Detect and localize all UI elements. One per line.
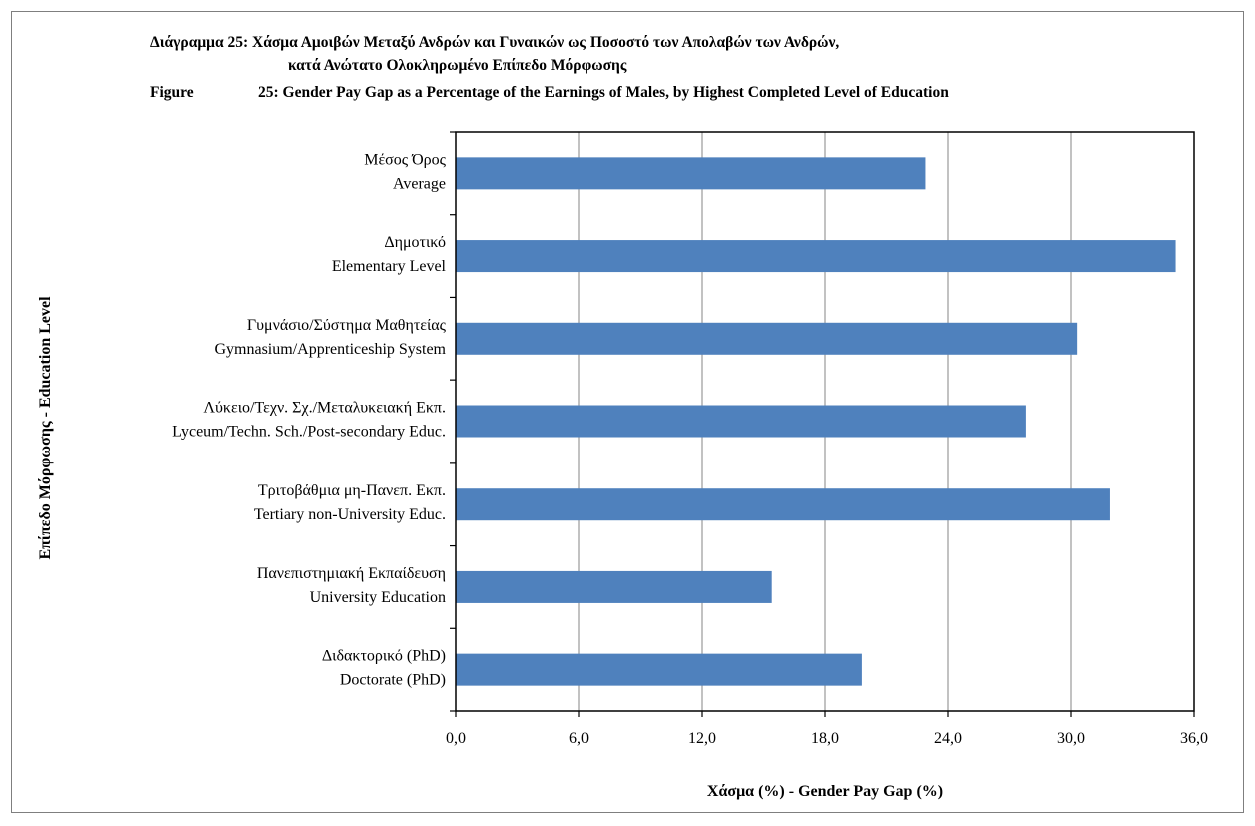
category-label-5-1: University Education (310, 589, 446, 606)
x-tick-label-1: 6,0 (569, 730, 589, 747)
category-label-6-0: Διδακτορικό (PhD) (322, 648, 446, 665)
title-english-prefix: Figure (150, 84, 194, 101)
bar-3 (456, 405, 1026, 438)
bar-4 (456, 488, 1110, 521)
category-label-5-0: Πανεπιστημιακή Εκπαίδευση (257, 565, 446, 582)
category-label-1-1: Elementary Level (332, 258, 447, 275)
x-tick-label-6: 36,0 (1180, 730, 1208, 747)
bar-2 (456, 322, 1078, 355)
x-tick-label-2: 12,0 (688, 730, 716, 747)
category-label-3-0: Λύκειο/Τεχν. Σχ./Μεταλυκειακή Εκπ. (203, 400, 446, 417)
bar-6 (456, 653, 862, 686)
category-label-2-1: Gymnasium/Apprenticeship System (214, 341, 446, 358)
category-label-0-0: Μέσος Όρος (364, 151, 446, 168)
bar-5 (456, 570, 772, 603)
bar-0 (456, 157, 926, 190)
chart-frame (11, 11, 1244, 813)
category-label-4-1: Tertiary non-University Educ. (254, 506, 446, 523)
category-label-3-1: Lyceum/Techn. Sch./Post-secondary Educ. (172, 424, 446, 441)
x-tick-label-5: 30,0 (1057, 730, 1085, 747)
title-greek-line1: Διάγραμμα 25: Χάσμα Αμοιβών Μεταξύ Ανδρώ… (150, 34, 840, 51)
title-english-line: 25: Gender Pay Gap as a Percentage of th… (258, 84, 949, 101)
plot-area: 0,0 6,0 12,0 18,0 24,0 30,0 36,0 Μέσος Όρος Aver… (37, 131, 1208, 800)
category-label-1-0: Δημοτικό (384, 234, 446, 251)
category-label-6-1: Doctorate (PhD) (340, 672, 446, 689)
x-tick-label-3: 18,0 (811, 730, 839, 747)
x-tick-label-0: 0,0 (446, 730, 466, 747)
title-greek-line2: κατά Ανώτατο Ολοκληρωμένο Επίπεδο Μόρφωσ… (288, 57, 627, 74)
category-label-4-0: Τριτοβάθμια μη-Πανεπ. Εκπ. (258, 482, 446, 499)
x-tick-label-4: 24,0 (934, 730, 962, 747)
category-label-2-0: Γυμνάσιο/Σύστημα Μαθητείας (247, 317, 447, 334)
y-axis-title: Επίπεδο Μόρφωσης - Education Level (37, 296, 54, 560)
x-axis-title: Χάσμα (%) - Gender Pay Gap (%) (707, 783, 943, 800)
bar-1 (456, 240, 1176, 273)
category-label-0-1: Average (393, 175, 446, 192)
